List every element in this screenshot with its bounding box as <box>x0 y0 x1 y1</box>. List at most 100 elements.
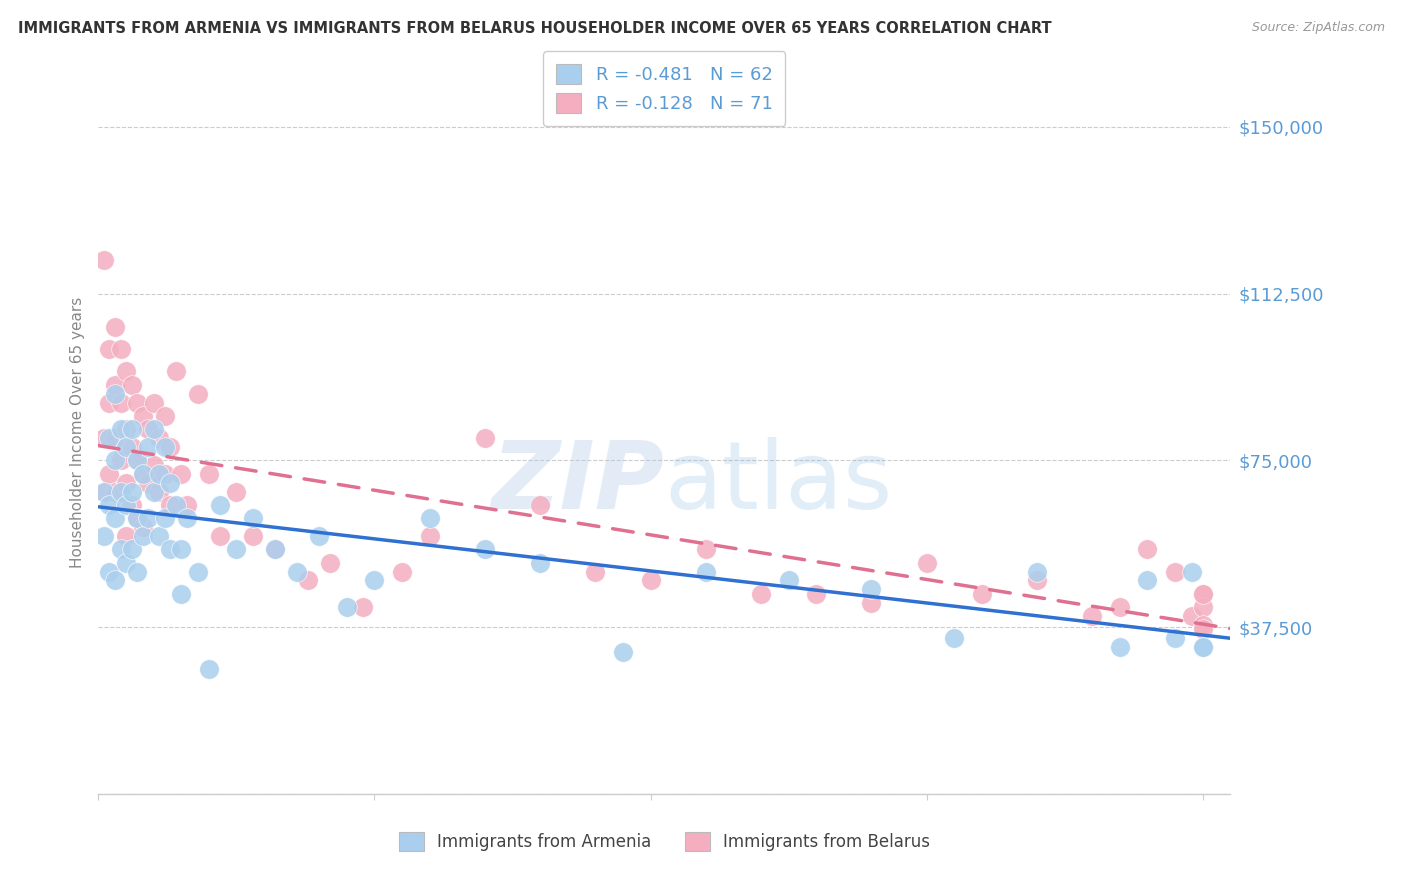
Point <box>419 511 441 525</box>
Point <box>121 377 143 392</box>
Legend: Immigrants from Armenia, Immigrants from Belarus: Immigrants from Armenia, Immigrants from… <box>392 826 936 858</box>
Point <box>131 467 153 481</box>
Point <box>125 511 148 525</box>
Point <box>474 542 496 557</box>
Point <box>121 422 143 436</box>
Point <box>170 467 193 481</box>
Point <box>110 395 132 409</box>
Point <box>1191 640 1213 655</box>
Point <box>225 542 247 557</box>
Point <box>125 453 148 467</box>
Text: IMMIGRANTS FROM ARMENIA VS IMMIGRANTS FROM BELARUS HOUSEHOLDER INCOME OVER 65 YE: IMMIGRANTS FROM ARMENIA VS IMMIGRANTS FR… <box>18 21 1052 36</box>
Point <box>1191 640 1213 655</box>
Point <box>115 440 138 454</box>
Point <box>391 565 413 579</box>
Point <box>142 422 165 436</box>
Point <box>115 422 138 436</box>
Point <box>1191 600 1213 615</box>
Point <box>778 574 800 588</box>
Y-axis label: Householder Income Over 65 years: Householder Income Over 65 years <box>69 297 84 568</box>
Point <box>583 565 606 579</box>
Point <box>319 556 342 570</box>
Point <box>208 498 231 512</box>
Point <box>93 253 115 268</box>
Point <box>153 409 176 423</box>
Point <box>695 565 717 579</box>
Point <box>474 431 496 445</box>
Point <box>98 395 121 409</box>
Point <box>104 377 127 392</box>
Point <box>131 529 153 543</box>
Point <box>115 364 138 378</box>
Point <box>1136 574 1159 588</box>
Point <box>125 395 148 409</box>
Point <box>121 484 143 499</box>
Point <box>165 498 187 512</box>
Point <box>125 453 148 467</box>
Point <box>153 511 176 525</box>
Point <box>1026 565 1049 579</box>
Point <box>148 529 170 543</box>
Point <box>104 453 127 467</box>
Point <box>153 440 176 454</box>
Point <box>1081 609 1104 624</box>
Point <box>1108 600 1130 615</box>
Point <box>297 574 319 588</box>
Point <box>1191 587 1213 601</box>
Point <box>308 529 330 543</box>
Point <box>1164 632 1187 646</box>
Point <box>419 529 441 543</box>
Point <box>110 542 132 557</box>
Point <box>131 520 153 534</box>
Point <box>136 440 159 454</box>
Point <box>749 587 772 601</box>
Point <box>640 574 662 588</box>
Point <box>121 542 143 557</box>
Point <box>98 431 121 445</box>
Point <box>159 498 181 512</box>
Point <box>142 458 165 472</box>
Point <box>104 320 127 334</box>
Text: atlas: atlas <box>665 437 893 529</box>
Point <box>104 574 127 588</box>
Point <box>104 431 127 445</box>
Point <box>170 587 193 601</box>
Point <box>125 511 148 525</box>
Point <box>612 644 634 658</box>
Point <box>1136 542 1159 557</box>
Point <box>93 431 115 445</box>
Point <box>1181 609 1204 624</box>
Point <box>1108 640 1130 655</box>
Point <box>970 587 993 601</box>
Point <box>142 484 165 499</box>
Point <box>98 498 121 512</box>
Point <box>198 662 221 676</box>
Point <box>285 565 308 579</box>
Point <box>98 565 121 579</box>
Point <box>915 556 938 570</box>
Point <box>104 484 127 499</box>
Point <box>529 556 551 570</box>
Point <box>1181 565 1204 579</box>
Point <box>93 484 115 499</box>
Point <box>242 511 264 525</box>
Text: ZIP: ZIP <box>492 437 665 529</box>
Point <box>159 440 181 454</box>
Point <box>352 600 374 615</box>
Point <box>336 600 359 615</box>
Point <box>860 596 883 610</box>
Point <box>1191 623 1213 637</box>
Point <box>148 467 170 481</box>
Point <box>1191 618 1213 632</box>
Point <box>115 475 138 490</box>
Point <box>264 542 287 557</box>
Point <box>187 565 209 579</box>
Point <box>176 498 198 512</box>
Point <box>165 364 187 378</box>
Point <box>1026 574 1049 588</box>
Point <box>1191 587 1213 601</box>
Point <box>148 484 170 499</box>
Point <box>187 386 209 401</box>
Point <box>131 409 153 423</box>
Point <box>104 511 127 525</box>
